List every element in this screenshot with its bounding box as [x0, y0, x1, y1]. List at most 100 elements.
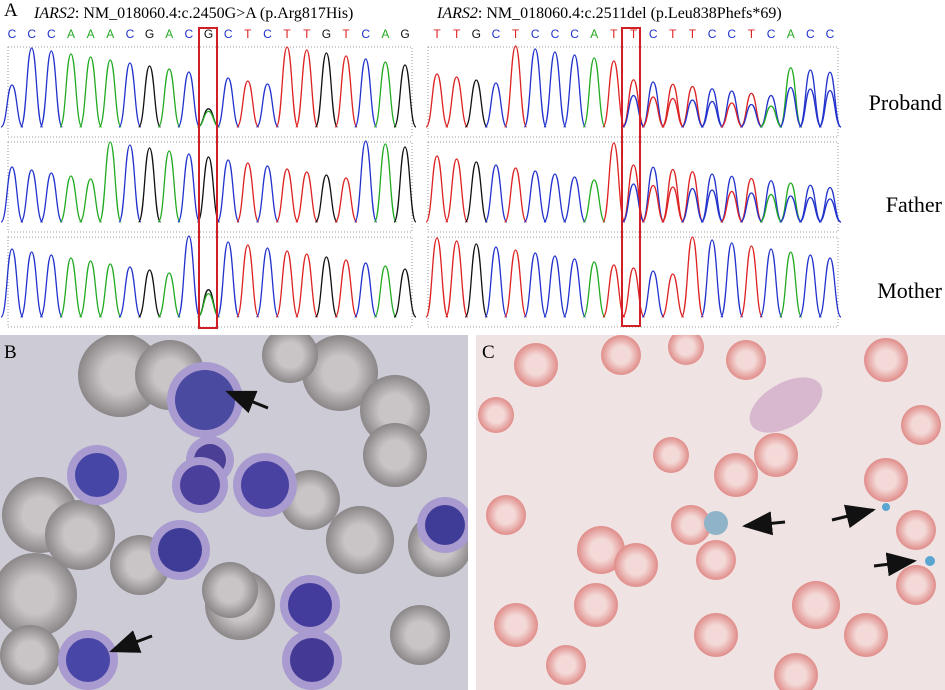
base-call: G	[400, 27, 409, 41]
trace-frame	[7, 236, 413, 328]
peak	[523, 48, 547, 128]
peak	[680, 171, 705, 223]
base-call: T	[669, 27, 677, 41]
peak	[137, 147, 162, 223]
peak	[255, 165, 280, 223]
red-cell	[0, 625, 60, 685]
base-call: C	[47, 27, 56, 41]
base-call: T	[303, 27, 311, 41]
peak	[295, 171, 319, 223]
peak	[582, 261, 606, 318]
base-call: C	[263, 27, 272, 41]
peak	[602, 60, 626, 128]
peak	[700, 88, 724, 128]
peak	[621, 79, 646, 128]
base-call: T	[244, 27, 252, 41]
base-call: T	[433, 27, 441, 41]
peak	[720, 190, 744, 223]
sample-label: Proband	[869, 90, 942, 115]
red-cell	[494, 603, 538, 647]
trace-frame	[7, 141, 413, 233]
peak	[661, 273, 685, 318]
base-call: G	[322, 27, 331, 41]
peak	[464, 161, 488, 223]
variant-box	[621, 27, 641, 327]
peak	[484, 164, 508, 223]
red-cell	[326, 506, 394, 574]
base-call: G	[472, 27, 481, 41]
red-cell	[671, 505, 711, 545]
peak	[484, 246, 508, 318]
nucleus	[180, 465, 220, 505]
red-cell	[896, 565, 936, 605]
peak	[373, 265, 397, 318]
base-call: C	[727, 27, 736, 41]
peak	[177, 71, 201, 128]
peak	[393, 64, 417, 128]
peak	[818, 257, 842, 318]
peak	[543, 173, 567, 223]
platelet-cell	[749, 377, 823, 433]
red-cell	[653, 437, 689, 473]
peak	[295, 253, 319, 318]
gene: IARS2	[436, 5, 478, 22]
peak	[582, 57, 606, 128]
red-cell	[601, 335, 641, 375]
nucleus	[425, 505, 465, 545]
panel-label: C	[482, 342, 495, 363]
base-call: C	[708, 27, 717, 41]
peak	[354, 58, 378, 128]
base-call: A	[106, 27, 114, 41]
peak	[818, 186, 842, 223]
peak	[641, 270, 665, 318]
red-cell	[864, 338, 908, 382]
peak	[641, 166, 665, 223]
peak	[295, 49, 319, 128]
variant: : NM_018060.4:c.2511del (p.Leu838Phefs*6…	[478, 5, 782, 22]
base-call: C	[826, 27, 835, 41]
peak	[314, 52, 339, 128]
peak	[157, 150, 181, 223]
peak	[798, 88, 822, 128]
smear-b	[0, 335, 468, 690]
base-call: C	[8, 27, 17, 41]
peak	[503, 167, 528, 223]
peak	[818, 89, 842, 128]
peak	[621, 164, 646, 223]
peak	[700, 173, 724, 223]
peak	[275, 250, 299, 318]
variant-title: IARS2: NM_018060.4:c.2450G>A (p.Arg817Hi…	[33, 5, 353, 22]
red-cell	[302, 335, 378, 411]
base-call: A	[787, 27, 795, 41]
nucleus	[75, 453, 119, 497]
peak	[622, 94, 645, 128]
peak	[602, 142, 626, 223]
peak	[681, 187, 704, 223]
peak	[779, 195, 803, 223]
peak	[740, 92, 763, 128]
peak	[798, 69, 822, 128]
variant-box	[198, 27, 218, 329]
base-call: T	[610, 27, 618, 41]
peak	[759, 180, 783, 223]
peak	[236, 162, 260, 223]
peak	[661, 186, 685, 223]
peak	[78, 56, 103, 128]
nucleus	[290, 638, 334, 682]
peak	[0, 84, 24, 128]
peak	[118, 266, 142, 318]
peak	[700, 239, 724, 318]
base-call: A	[381, 27, 389, 41]
peak	[740, 192, 763, 223]
red-cell	[514, 343, 558, 387]
peak	[425, 73, 449, 128]
peak	[236, 244, 260, 318]
peak	[0, 166, 24, 223]
peak	[759, 105, 783, 128]
peak	[20, 47, 44, 128]
trace-frame	[427, 141, 839, 233]
peak	[137, 269, 162, 318]
peak	[445, 158, 469, 223]
peak	[523, 252, 547, 318]
base-call: C	[224, 27, 233, 41]
